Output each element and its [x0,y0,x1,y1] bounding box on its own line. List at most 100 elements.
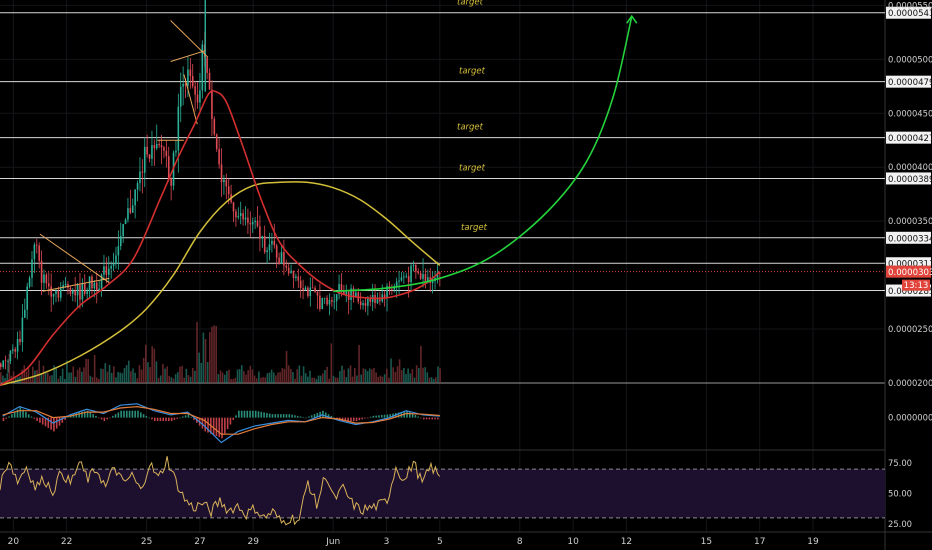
macd-histogram-bar [106,417,108,420]
volume-bar [366,371,369,383]
macd-histogram-bar [268,413,271,418]
target-label: target [461,223,488,233]
candle-body [134,189,136,206]
target-label: target [459,67,486,77]
volume-bar [411,369,414,383]
moving-average-yellow [0,181,441,386]
macd-histogram-bar [97,417,100,419]
candle-body [57,291,60,298]
target-label: target [457,0,484,8]
volume-bar [292,372,294,383]
volume-bar [61,368,64,383]
candle-body [268,244,271,251]
volume-bar [405,374,407,383]
volume-bar [324,370,326,383]
candle-body [0,363,2,368]
candle-body [141,171,144,173]
candle-body [287,267,290,274]
time-tick-label: 27 [194,537,205,547]
macd-histogram-bar [246,410,249,418]
candle-body [40,260,43,283]
volume-bar [127,360,130,383]
volume-bar [157,377,160,383]
time-tick-label: 25 [141,537,152,547]
volume-bar [223,374,226,383]
volume-bar [396,366,399,383]
macd-histogram-bar [134,410,136,418]
time-tick-label: Jun [325,537,340,547]
macd-histogram-bar [156,417,159,422]
candle-body [338,284,340,295]
macd-histogram-bar [324,412,327,418]
macd-histogram-bar [252,410,254,418]
candle-body [383,294,386,298]
candle-body [323,297,326,299]
candle-body [107,268,110,275]
candle-body [62,285,64,289]
candle-body [35,244,38,246]
volume-bar [377,376,380,383]
target-price-label-bg [886,131,931,144]
candle-body [124,219,127,225]
candle-body [158,143,160,146]
target-label: target [459,163,486,173]
volume-bar [283,368,286,383]
candle-body [2,360,4,368]
candle-body [367,298,369,306]
rsi-line [0,456,441,526]
candle-body [23,309,26,318]
candle-body [335,294,338,301]
volume-bar [417,367,420,383]
candle-body [155,143,158,149]
target-price-label-bg [886,172,931,185]
macd-histogram-bar [142,414,145,418]
volume-bar [68,372,70,383]
macd-histogram-bar [285,414,288,418]
volume-bar [435,377,437,383]
volume-bar [221,372,224,383]
candle-body [31,259,33,278]
macd-histogram-bar [263,412,265,418]
macd-histogram-bar [103,417,106,422]
macd-histogram-bar [406,410,408,418]
candle-body [165,150,168,157]
macd-histogram-bar [414,415,417,418]
volume-bar [358,344,360,383]
macd-panel [2,403,440,444]
rsi-tick-label: 25.00 [888,519,912,529]
macd-histogram-bar [277,414,279,418]
volume-bar [294,378,296,383]
candle-body [235,211,237,218]
volume-bar [181,365,183,383]
macd-histogram-bar [11,414,13,418]
volume-bar [198,352,200,383]
candle-body [343,289,345,295]
level-price-label: 0.00002857 [888,287,932,297]
macd-histogram-bar [2,417,5,422]
candle-body [422,274,424,279]
candle-body [146,146,148,155]
candle-body [163,147,165,151]
macd-histogram-bar [224,417,226,434]
volume-bar [392,367,394,383]
macd-histogram-bar [240,410,243,418]
countdown-bg [902,279,930,291]
volume-bar [298,365,301,383]
volume-bar [232,378,235,383]
macd-tick-label: 0.00000000 [888,413,932,423]
macd-histogram-bar [201,417,204,429]
macd-histogram-bar [111,415,114,418]
volume-bar [87,359,90,383]
volume-bar [89,375,92,383]
macd-histogram-bar [305,417,307,419]
volume-bar [21,369,23,383]
macd-histogram-bar [123,410,125,418]
candle-body [69,287,72,294]
macd-histogram-bar [218,417,221,438]
candle-body [59,288,62,298]
volume-bar [117,372,119,383]
volume-bar [151,346,154,383]
macd-histogram-bar [409,412,411,418]
